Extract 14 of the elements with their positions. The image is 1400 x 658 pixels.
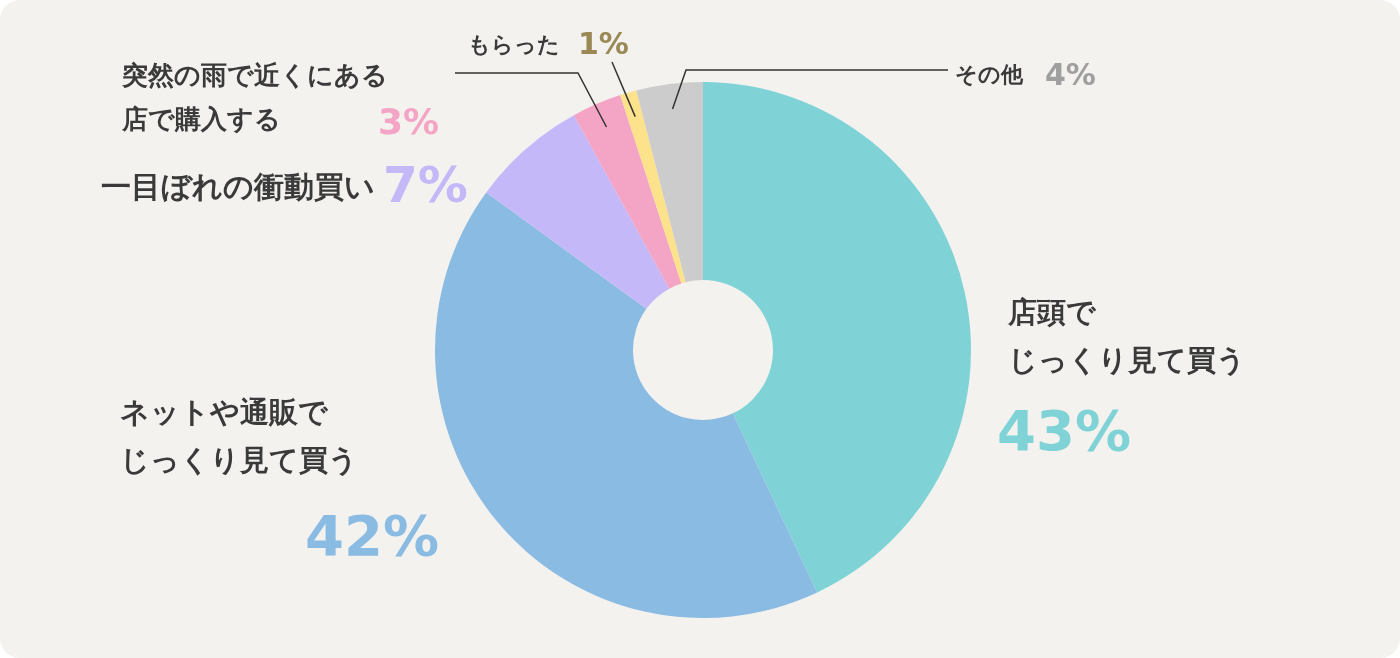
slice-label: もらった	[468, 32, 560, 57]
data-label: 4%	[1045, 57, 1096, 92]
slice-label: ネットや通販でじっくり見て買う	[120, 395, 358, 477]
slice-label: その他	[955, 62, 1024, 87]
data-label: 7%	[383, 156, 468, 214]
slice-label: 店頭でじっくり見て買う	[1007, 295, 1246, 377]
data-label: 43%	[997, 398, 1132, 463]
slice-label: 一目ぼれの衝動買い	[101, 169, 375, 204]
data-label: 42%	[305, 503, 440, 568]
donut-slice	[573, 95, 682, 289]
data-label: 1%	[578, 26, 629, 61]
donut-slice	[486, 115, 670, 309]
donut-slice	[620, 90, 686, 284]
donut-slice	[636, 82, 703, 283]
